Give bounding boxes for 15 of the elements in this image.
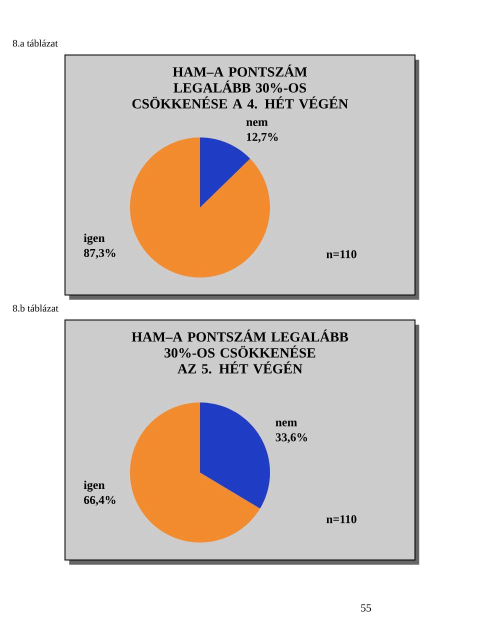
- text: n=110: [326, 515, 356, 524]
- text: 55: [361, 604, 372, 612]
- text: 8.b táblázat: [12, 304, 58, 312]
- data-label: 33,6%: [276, 433, 308, 444]
- slice-label: nem: [246, 120, 268, 126]
- slice-label: igen: [84, 480, 105, 492]
- text: n=110: [326, 250, 356, 258]
- slice-label: nem: [276, 420, 298, 426]
- text: 8.a táblázat: [12, 40, 58, 47]
- chart-title: HAM–A PONTSZÁM LEGALÁBB 30%-OS CSÖKKENÉSE A 4. HÉT VÉGÉN: [132, 64, 348, 109]
- chart-title: HAM–A PONTSZÁM LEGALÁBB 30%-OS CSÖKKENÉSE AZ 5. HÉT VÉGÉN: [132, 330, 348, 374]
- data-label: 87,3%: [84, 248, 116, 259]
- slice-label: igen: [84, 234, 105, 245]
- data-label: 66,4%: [84, 496, 116, 506]
- data-label: 12,7%: [246, 132, 278, 143]
